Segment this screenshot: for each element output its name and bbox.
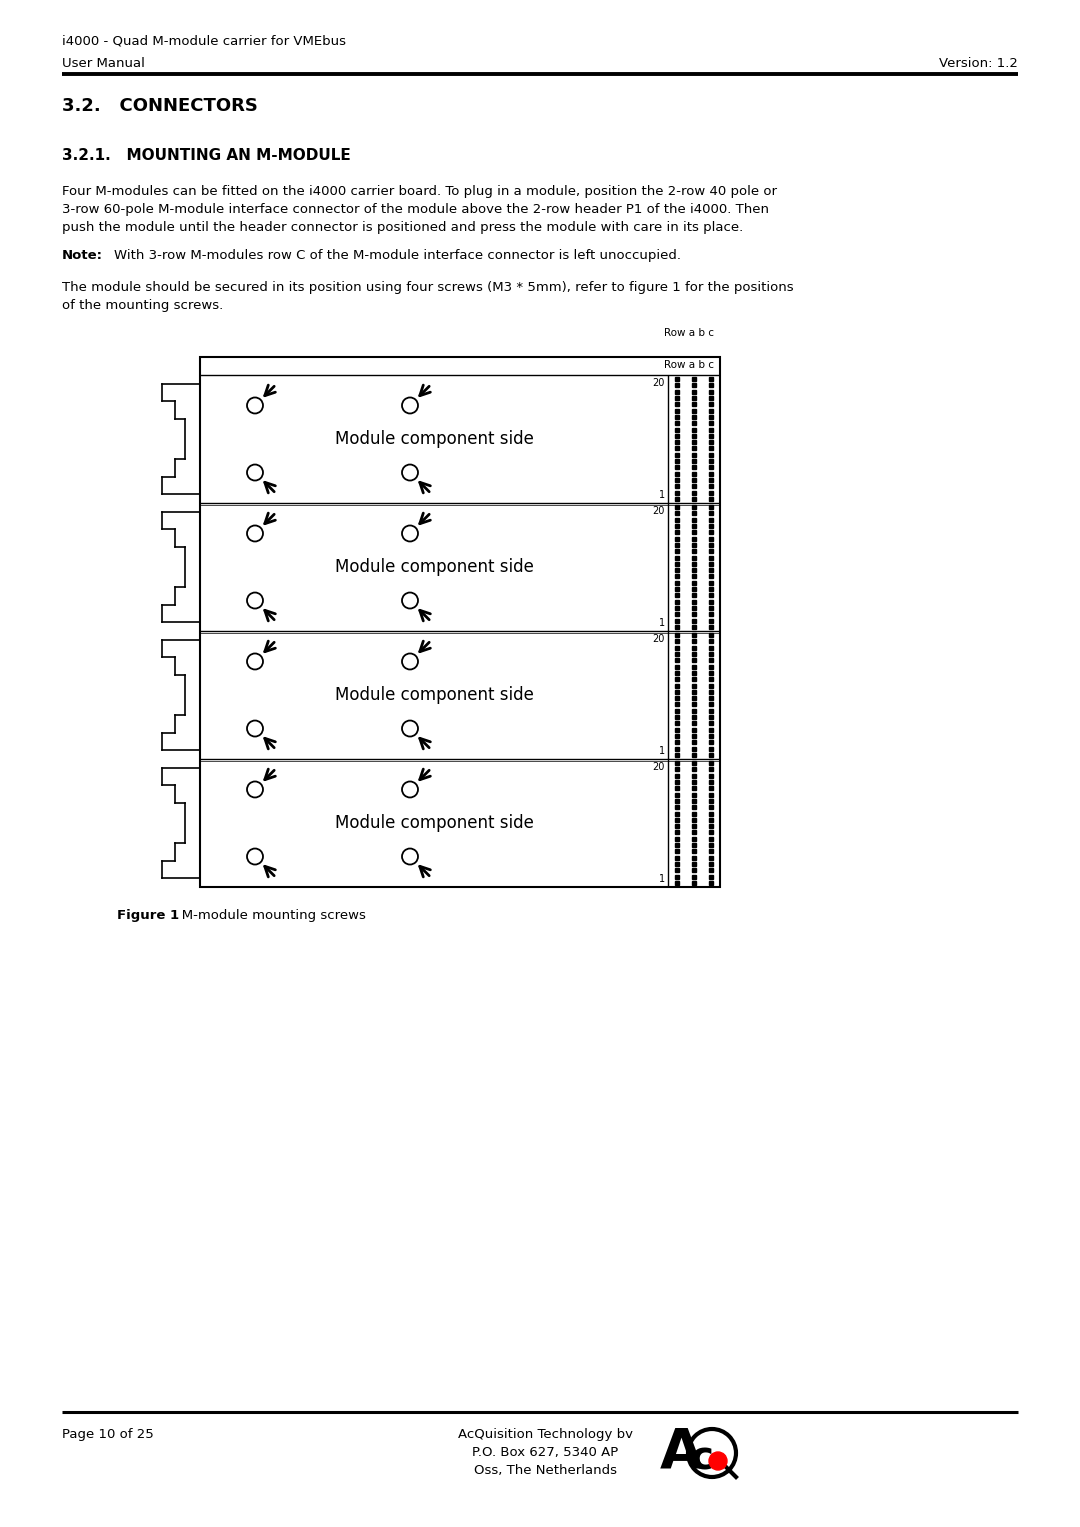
Text: AcQuisition Technology bv: AcQuisition Technology bv bbox=[458, 1428, 633, 1441]
Circle shape bbox=[708, 1452, 727, 1471]
Text: 3-row 60-pole M-module interface connector of the module above the 2-row header : 3-row 60-pole M-module interface connect… bbox=[62, 203, 769, 215]
Text: 3.2.   CONNECTORS: 3.2. CONNECTORS bbox=[62, 98, 258, 115]
Text: 20: 20 bbox=[652, 762, 665, 773]
Text: 20: 20 bbox=[652, 505, 665, 516]
Text: Four M-modules can be fitted on the i4000 carrier board. To plug in a module, po: Four M-modules can be fitted on the i400… bbox=[62, 185, 777, 199]
Text: Module component side: Module component side bbox=[335, 686, 534, 704]
Text: User Manual: User Manual bbox=[62, 56, 145, 70]
Text: A: A bbox=[660, 1426, 703, 1480]
Text: Module component side: Module component side bbox=[335, 557, 534, 576]
Text: 20: 20 bbox=[652, 379, 665, 388]
Text: 1: 1 bbox=[659, 618, 665, 628]
Text: of the mounting screws.: of the mounting screws. bbox=[62, 299, 224, 312]
Text: c: c bbox=[690, 1438, 713, 1477]
Text: Note:: Note: bbox=[62, 249, 103, 263]
Text: 1: 1 bbox=[659, 873, 665, 884]
Text: Row a b c: Row a b c bbox=[664, 328, 714, 337]
Text: 1: 1 bbox=[659, 490, 665, 499]
Bar bbox=[200, 357, 720, 887]
Text: The module should be secured in its position using four screws (M3 * 5mm), refer: The module should be secured in its posi… bbox=[62, 281, 794, 295]
Text: Page 10 of 25: Page 10 of 25 bbox=[62, 1428, 153, 1441]
Text: Module component side: Module component side bbox=[335, 814, 534, 832]
Text: 20: 20 bbox=[652, 634, 665, 644]
Text: Oss, The Netherlands: Oss, The Netherlands bbox=[473, 1464, 617, 1477]
Text: M-module mounting screws: M-module mounting screws bbox=[168, 909, 366, 922]
Text: Version: 1.2: Version: 1.2 bbox=[940, 56, 1018, 70]
Text: P.O. Box 627, 5340 AP: P.O. Box 627, 5340 AP bbox=[472, 1446, 618, 1458]
Text: With 3-row M-modules row C of the M-module interface connector is left unoccupie: With 3-row M-modules row C of the M-modu… bbox=[114, 249, 681, 263]
Text: 3.2.1.   MOUNTING AN M-MODULE: 3.2.1. MOUNTING AN M-MODULE bbox=[62, 148, 351, 163]
Text: i4000 - Quad M-module carrier for VMEbus: i4000 - Quad M-module carrier for VMEbus bbox=[62, 35, 346, 47]
Text: Figure 1: Figure 1 bbox=[117, 909, 179, 922]
Text: Module component side: Module component side bbox=[335, 431, 534, 447]
Text: push the module until the header connector is positioned and press the module wi: push the module until the header connect… bbox=[62, 221, 743, 234]
Text: 1: 1 bbox=[659, 747, 665, 756]
Text: Row a b c: Row a b c bbox=[664, 360, 714, 370]
